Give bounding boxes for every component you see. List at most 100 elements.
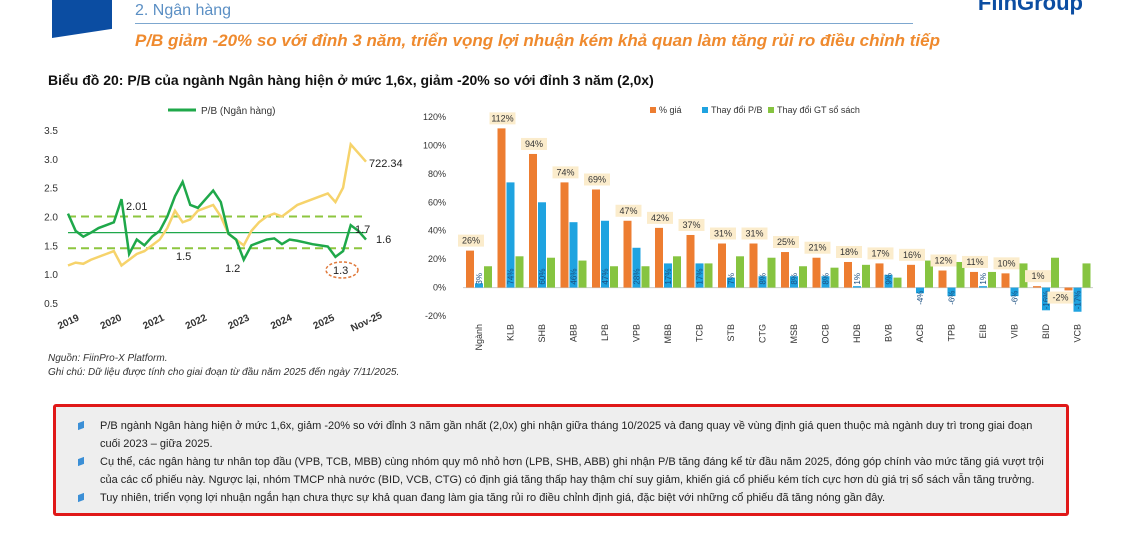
pb-change-label: -4% <box>916 291 925 305</box>
pb-change-label: 74% <box>507 269 516 285</box>
bullet-icon <box>78 456 84 467</box>
bar-price <box>592 189 600 288</box>
bar-price <box>1001 273 1010 288</box>
price-label: 47% <box>619 206 637 216</box>
legend-swatch-book <box>768 107 774 113</box>
pb-change-label: 8% <box>759 273 768 285</box>
category-label: MSB <box>789 324 799 344</box>
bar-book <box>1019 263 1028 288</box>
category-label: KLB <box>506 324 516 341</box>
price-label-bg <box>678 218 705 231</box>
bar-price <box>623 220 632 288</box>
price-label: 21% <box>808 243 826 253</box>
price-label: 31% <box>745 229 763 239</box>
y-tick-label: 0.5 <box>44 299 58 310</box>
bar-book <box>862 264 870 288</box>
price-label: 94% <box>525 139 543 149</box>
pb-change-label: 1% <box>979 273 988 285</box>
bar-price <box>1064 287 1073 291</box>
price-label-bg <box>867 247 894 260</box>
category-label: OCB <box>821 324 831 344</box>
bar-book <box>1051 257 1059 288</box>
category-label: VIB <box>1010 324 1020 339</box>
bar-pb-change <box>475 283 483 288</box>
chart-title: Biểu đồ 20: P/B của ngành Ngân hàng hiện… <box>48 72 654 88</box>
pb-series-line <box>66 178 367 263</box>
bullet-text: Cụ thể, các ngân hàng tư nhân top đầu (V… <box>100 456 1044 486</box>
legend-swatch-price <box>650 107 656 113</box>
x-tick-label: 2022 <box>184 312 209 332</box>
bar-pb-change <box>664 263 672 288</box>
bar-book <box>830 267 839 288</box>
price-label: 26% <box>462 236 480 246</box>
category-label: EIB <box>978 324 988 339</box>
price-label: 37% <box>682 220 700 230</box>
annotation-last-index: 722.34 <box>369 158 403 170</box>
y-tick-label: 3.0 <box>44 155 58 166</box>
bar-pb-change <box>979 286 987 288</box>
bar-pb-change <box>1010 287 1019 297</box>
category-label: Ngành <box>474 324 484 350</box>
price-label: 16% <box>903 250 921 260</box>
bullet-text: P/B ngành Ngân hàng hiện ở mức 1,6x, giả… <box>100 420 1033 450</box>
bar-pb-change <box>1042 287 1050 311</box>
annotation-mean: 1.7 <box>355 224 370 236</box>
bar-pb-change <box>569 222 578 288</box>
bar-book <box>925 260 933 288</box>
bar-price <box>686 234 695 288</box>
price-label: 31% <box>714 229 732 239</box>
category-label: VPB <box>632 324 642 342</box>
annotation-low-band: 1.5 <box>176 251 191 263</box>
bar-book <box>547 257 555 288</box>
category-label: SHB <box>537 324 547 343</box>
price-label-bg <box>647 211 673 224</box>
bar-pb-change <box>695 263 704 288</box>
x-tick-label: 2019 <box>56 312 81 332</box>
annotation-high: 2.01 <box>126 201 147 213</box>
legend-label-pb-change: Thay đổi P/B <box>711 105 763 115</box>
price-label: 10% <box>997 258 1015 268</box>
price-label: 74% <box>556 167 574 177</box>
legend-swatch-pb <box>702 107 708 113</box>
bar-price <box>970 271 978 288</box>
category-label: CTG <box>758 324 768 343</box>
line-legend: P/B (Ngân hàng) <box>168 106 276 117</box>
change-bar-chart: % giá Thay đổi P/B Thay đổi GT sổ sách 1… <box>423 105 1093 350</box>
y-tick-label: 0% <box>433 283 446 293</box>
summary-bullet: Cụ thể, các ngân hàng tư nhân top đầu (V… <box>76 453 1050 489</box>
bar-book <box>767 257 776 288</box>
bar-pb-change <box>538 202 546 288</box>
pb-change-label: 17% <box>696 269 705 285</box>
bar-price <box>497 128 506 288</box>
price-label-bg <box>489 112 516 125</box>
bar-price <box>1033 286 1041 288</box>
price-label-bg <box>1025 270 1051 283</box>
pb-change-label: 8% <box>790 273 799 285</box>
bar-pb-change <box>632 247 641 288</box>
bar-price <box>907 264 915 288</box>
price-label: 25% <box>777 237 795 247</box>
y-tick-label: 20% <box>428 254 446 264</box>
pb-change-label: 17% <box>664 269 673 285</box>
bar-legend: % giá Thay đổi P/B Thay đổi GT sổ sách <box>650 105 860 115</box>
brand-logo: FiinGroup <box>977 0 1083 15</box>
bar-pb-change <box>506 182 515 288</box>
bar-pb-change <box>758 276 767 288</box>
bar-book <box>956 261 965 288</box>
pb-change-label: -6% <box>1011 291 1020 305</box>
price-label-bg <box>899 248 925 261</box>
price-label: 12% <box>934 256 952 266</box>
legend-label-book: Thay đổi GT sổ sách <box>777 105 860 115</box>
bar-price <box>655 227 663 288</box>
y-tick-label: 1.0 <box>44 270 58 281</box>
price-label-bg <box>458 234 484 247</box>
pb-change-label: 9% <box>885 273 894 285</box>
bar-book <box>988 271 996 288</box>
legend-label-price: % giá <box>659 105 682 115</box>
price-label-bg <box>1047 291 1074 304</box>
pb-line-chart: P/B (Ngân hàng) 3.5 3.0 2.5 2.0 1.5 1.0 0.5 20… <box>44 106 403 334</box>
bar-book <box>610 266 618 288</box>
pb-change-label: 60% <box>538 269 547 285</box>
pb-change-label: -6% <box>948 291 957 305</box>
annotation-last-pb: 1.6 <box>376 234 391 246</box>
